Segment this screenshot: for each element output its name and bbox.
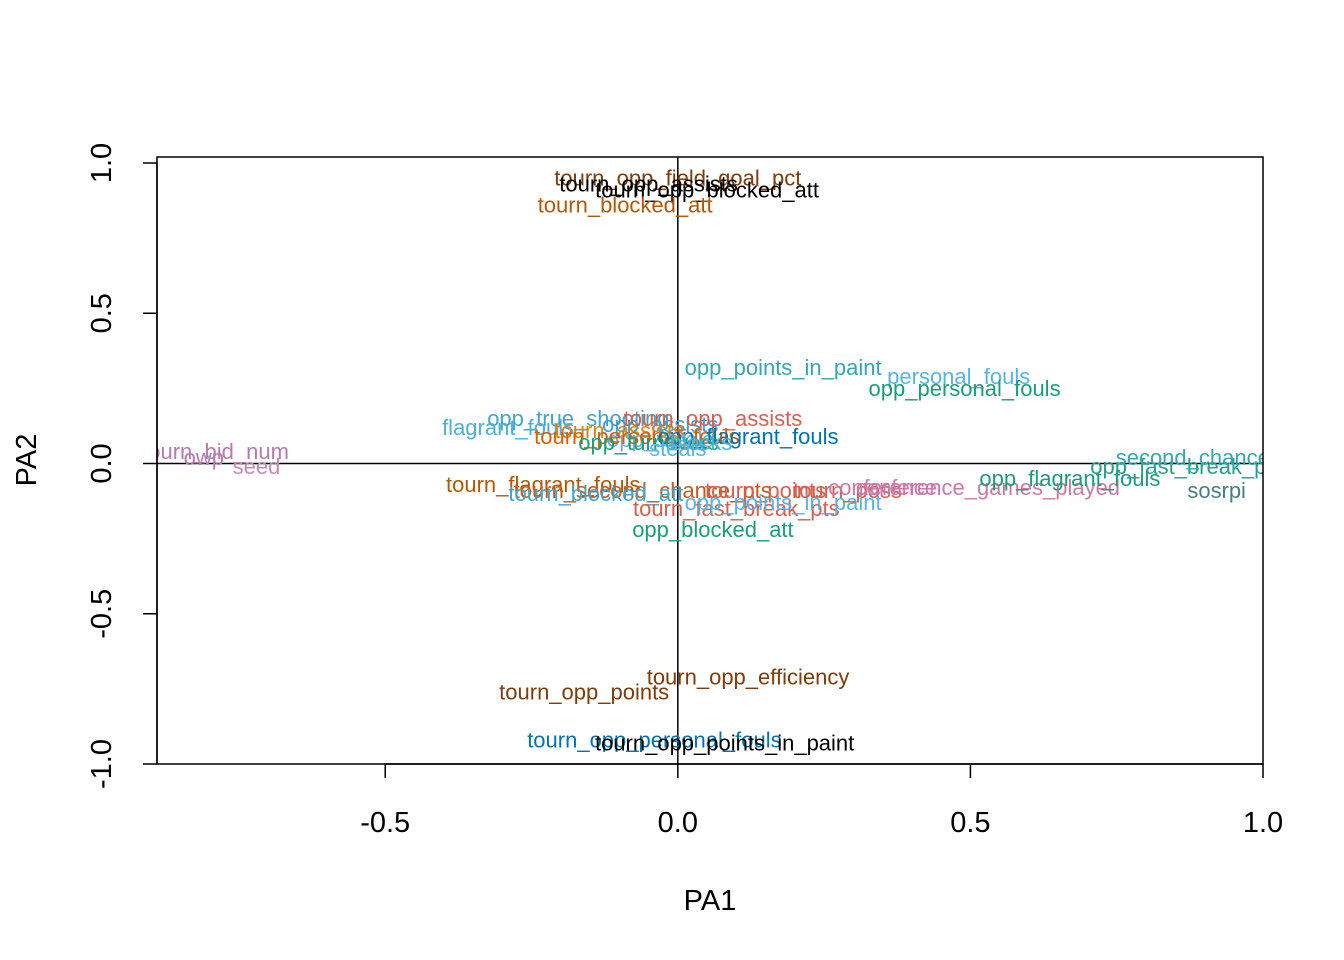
point-label-opp-true-shooting: opp_true_shooting	[487, 406, 669, 431]
y-axis-title: PA2	[11, 434, 43, 487]
point-label-opp-fast-break-pts: opp_fast_break_pts	[1090, 454, 1283, 479]
x-tick-label: -0.5	[360, 807, 410, 839]
y-tick-label: -1.0	[86, 739, 118, 789]
point-label-tourn-opp-personal-fouls: tourn_opp_personal_fouls	[527, 727, 781, 752]
y-tick-label: 1.0	[86, 143, 118, 183]
point-label-tourn-opp-field-goal-pct: tourn_opp_field_goal_pct	[554, 166, 801, 191]
point-label-opp-points-in-paint: opp_points_in_paint	[685, 490, 882, 515]
point-label-tourn-blocked-att: tourn_blocked_att	[508, 481, 683, 506]
reference-lines	[157, 157, 1263, 764]
point-label-tourn-bid-num: tourn_bid_num	[142, 439, 289, 464]
point-label-flagrant-fouls: flagrant_fouls	[442, 415, 574, 440]
point-label-tourn-opp-points-in-paint: tourn_opp_points_in_paint	[595, 730, 854, 755]
point-label-personal-fouls: personal_fouls	[887, 364, 1030, 389]
point-label-opp-personal-fouls: opp_personal_fouls	[869, 376, 1061, 401]
point-label-blocks: blocks	[670, 430, 732, 455]
point-label-tourn-second-chance-pts: tourn_second_chance_pts	[514, 478, 772, 503]
point-label-tourn-opp-efficiency: tourn_opp_efficiency	[647, 664, 850, 689]
y-tick-label: 0.0	[86, 443, 118, 483]
x-axis: -0.5 0.0 0.5 1.0	[360, 763, 1283, 839]
point-label-conference: conference	[828, 475, 937, 500]
point-label-opp-flagrant-fouls: opp_flagrant_fouls	[658, 424, 839, 449]
point-label-tourn-opp-assists: tourn_opp_assists	[559, 172, 738, 197]
x-tick-label: 1.0	[1243, 807, 1283, 839]
point-label-tourn-flagrant-fouls: tourn_flagrant_fouls	[446, 472, 640, 497]
point-label-sos: sos	[1187, 478, 1221, 503]
point-label-opp-points-in-paint: opp_points_in_paint	[685, 355, 882, 380]
point-label-opp-assists: opp_assists	[602, 412, 718, 437]
point-label-opp-blocked-att: opp_blocked_att	[632, 517, 793, 542]
point-labels: tourn_opp_field_goal_pcttourn_opp_assist…	[142, 166, 1283, 756]
point-label-tourn-poss: tourn_poss	[793, 478, 902, 503]
x-axis-title: PA1	[684, 885, 737, 917]
y-axis: -1.0 -0.5 0.0 0.5 1.0	[86, 143, 158, 789]
point-label-rpi: rpi	[1222, 478, 1246, 503]
x-tick-label: 0.0	[658, 807, 698, 839]
point-label-tourn-points: tourn_points	[705, 478, 826, 503]
point-label-opp-turnovers: opp_turnovers	[578, 430, 719, 455]
y-tick-label: 0.5	[86, 293, 118, 333]
y-tick-label: -0.5	[86, 589, 118, 639]
x-tick-label: 0.5	[950, 807, 990, 839]
point-label-seed: seed	[233, 454, 281, 479]
point-label-tourn-assists: tourn_assists	[554, 418, 684, 443]
point-label-opp-steals: opp_steals	[607, 427, 713, 452]
point-label-tourn-opp-blocked-att: tourn_opp_blocked_att	[595, 178, 819, 203]
point-label-tourn-blocked-att: tourn_blocked_att	[538, 193, 713, 218]
point-label-conference-games-played: conference_games_played	[856, 475, 1120, 500]
point-label-tourn-opp-points: tourn_opp_points	[499, 679, 669, 704]
point-label-opp-flagrant-fouls: opp_flagrant_fouls	[979, 466, 1160, 491]
point-label-owp: owp	[184, 445, 224, 470]
point-label-second-chance: second_chance	[1116, 445, 1270, 470]
point-label-tourn-fast-break-pts: tourn_fast_break_pts	[633, 496, 840, 521]
point-label-tourn-opp-assists: tourn_opp_assists	[624, 406, 803, 431]
point-label-tourn-personal-fouls: tourn_personal_fouls	[534, 424, 739, 449]
point-label-steals: steals	[649, 436, 706, 461]
